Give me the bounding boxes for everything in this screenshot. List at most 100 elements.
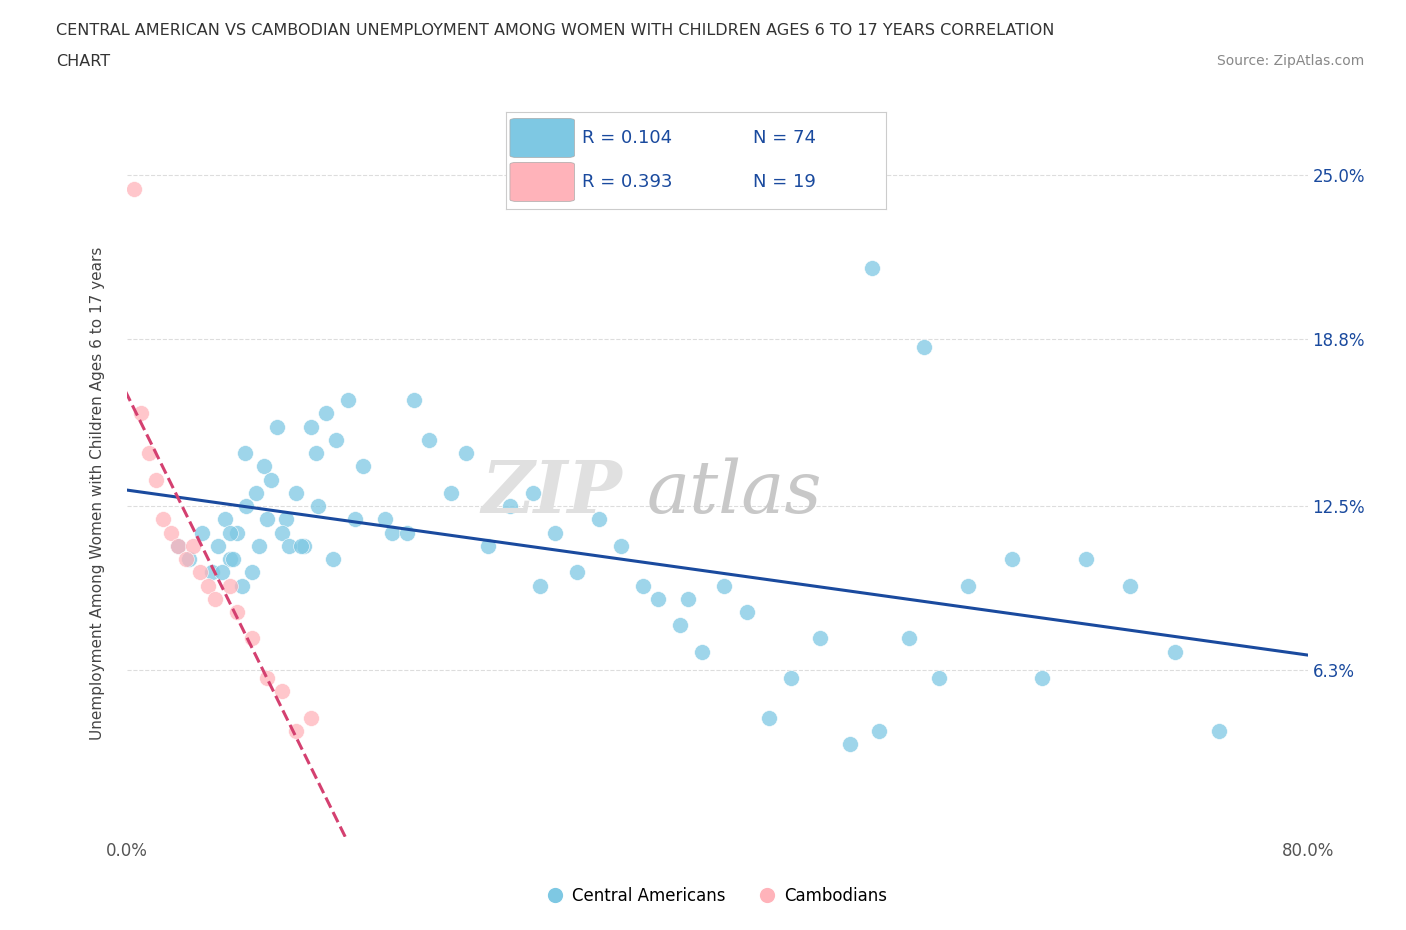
Point (145, 472, 167, 487)
Point (713, 578, 735, 593)
Point (167, 538, 190, 553)
Point (669, 618, 692, 632)
Point (240, 631, 263, 646)
Point (270, 684, 292, 698)
Point (240, 565, 263, 579)
Text: N = 19: N = 19 (754, 173, 815, 191)
Point (304, 445, 326, 460)
Point (201, 565, 224, 579)
Text: CHART: CHART (56, 54, 110, 69)
Point (218, 578, 242, 593)
Point (499, 498, 522, 513)
Point (758, 711, 780, 725)
Point (610, 538, 633, 553)
Text: N = 74: N = 74 (754, 129, 815, 147)
Point (381, 525, 404, 540)
Point (810, 631, 832, 646)
Point (869, 724, 891, 738)
Point (588, 512, 610, 526)
Point (278, 538, 301, 553)
Point (529, 578, 551, 593)
Text: atlas: atlas (647, 458, 821, 528)
Point (181, 538, 204, 553)
Point (690, 644, 713, 659)
Point (315, 406, 337, 421)
Point (138, 445, 160, 460)
Point (647, 591, 669, 606)
Point (956, 578, 979, 593)
Point (222, 551, 245, 566)
Point (396, 525, 419, 540)
Point (188, 565, 211, 579)
Point (235, 498, 257, 513)
Point (129, 406, 153, 421)
Point (352, 459, 374, 474)
Point (266, 419, 288, 434)
Text: R = 0.104: R = 0.104 (582, 129, 672, 147)
Point (404, 392, 426, 407)
Point (152, 512, 174, 526)
Point (1119, 578, 1142, 593)
Point (522, 485, 544, 500)
Point (633, 578, 655, 593)
Point (218, 551, 242, 566)
Point (270, 525, 292, 540)
Point (256, 512, 278, 526)
Point (253, 459, 276, 474)
Text: R = 0.393: R = 0.393 (582, 173, 672, 191)
Point (325, 432, 347, 447)
Point (218, 525, 242, 540)
Point (912, 339, 935, 354)
Point (1164, 644, 1187, 659)
Point (676, 591, 699, 606)
Legend: Central Americans, Cambodians: Central Americans, Cambodians (540, 880, 894, 911)
Text: Source: ZipAtlas.com: Source: ZipAtlas.com (1216, 54, 1364, 68)
Point (256, 671, 278, 685)
Point (233, 445, 256, 460)
Point (928, 671, 950, 685)
Point (290, 538, 312, 553)
Point (122, 181, 145, 196)
Point (440, 485, 463, 500)
Point (174, 551, 197, 566)
Point (285, 485, 308, 500)
Point (1001, 551, 1024, 566)
Point (231, 578, 253, 593)
Point (197, 578, 219, 593)
Point (344, 512, 367, 526)
Point (860, 260, 883, 275)
Point (779, 671, 801, 685)
Point (226, 604, 249, 619)
Text: CENTRAL AMERICAN VS CAMBODIAN UNEMPLOYMENT AMONG WOMEN WITH CHILDREN AGES 6 TO 1: CENTRAL AMERICAN VS CAMBODIAN UNEMPLOYME… (56, 23, 1054, 38)
Text: ZIP: ZIP (482, 458, 623, 528)
Point (214, 512, 236, 526)
Point (1208, 724, 1230, 738)
Point (897, 631, 920, 646)
Point (247, 538, 270, 553)
Point (207, 538, 229, 553)
Point (292, 538, 315, 553)
Point (1031, 671, 1053, 685)
Point (299, 711, 322, 725)
Point (1076, 551, 1098, 566)
Point (307, 498, 329, 513)
Point (838, 737, 860, 751)
Point (204, 591, 226, 606)
Point (211, 565, 233, 579)
Point (374, 512, 396, 526)
Point (260, 472, 283, 487)
FancyBboxPatch shape (510, 163, 575, 202)
Point (167, 538, 190, 553)
Point (299, 419, 322, 434)
Point (337, 392, 360, 407)
Point (245, 485, 267, 500)
Point (226, 525, 249, 540)
Point (565, 565, 588, 579)
Point (477, 538, 499, 553)
Point (285, 724, 308, 738)
Y-axis label: Unemployment Among Women with Children Ages 6 to 17 years: Unemployment Among Women with Children A… (90, 246, 105, 739)
Point (160, 525, 183, 540)
Point (177, 551, 200, 566)
Point (543, 525, 565, 540)
Point (418, 432, 440, 447)
